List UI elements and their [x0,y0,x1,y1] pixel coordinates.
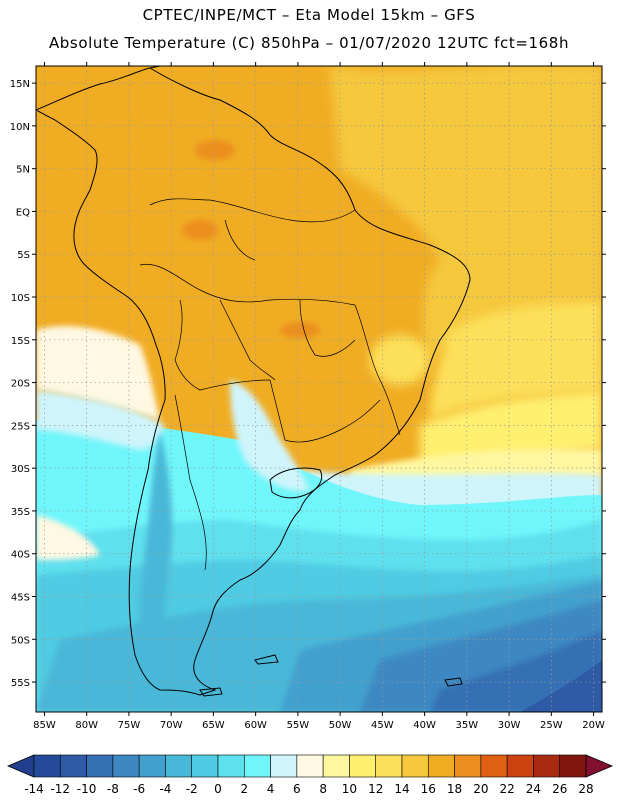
lon-label: 70W [160,720,183,731]
color-scale-bar [6,754,614,778]
lat-label: 5N [16,165,30,176]
map-title-line-2: Absolute Temperature (C) 850hPa – 01/07/… [48,34,570,52]
lat-label: 15N [10,79,30,90]
colorbar-swatch [506,754,534,778]
lat-label: 35S [11,507,30,518]
colorbar-label: 14 [394,782,409,796]
colorbar-label: 4 [267,782,275,796]
lon-label: 65W [202,720,225,731]
country-borders [139,198,401,571]
colorbar-swatch [191,754,219,778]
colorbar-swatch [401,754,429,778]
colorbar-swatch [480,754,508,778]
colorbar-label: 18 [447,782,462,796]
map-title-line-1: CPTEC/INPE/MCT – Eta Model 15km – GFS [142,6,476,24]
lon-label: 80W [75,720,98,731]
colorbar-swatch [217,754,245,778]
colorbar-swatch [86,754,114,778]
color-scale-labels: -14 -12 -10 -8 -6 -4 -2 0 2 4 6 8 10 12 14 16 18 20 22 24 26… [24,782,593,796]
colorbar-swatch [165,754,193,778]
lon-label: 20W [582,720,605,731]
colorbar-label: -12 [50,782,70,796]
colorbar-swatch [112,754,140,778]
colorbar-swatch [296,754,324,778]
colorbar-label: 10 [342,782,357,796]
colorbar-swatch [427,754,455,778]
colorbar-swatch-max [585,754,614,778]
lon-label: 35W [456,720,479,731]
lat-label: 5S [17,250,30,261]
colorbar-label: 16 [421,782,436,796]
lat-label: 10S [11,293,30,304]
colorbar-swatch [454,754,482,778]
colorbar-label: -2 [186,782,198,796]
colorbar-label: 24 [526,782,541,796]
coastline [36,66,471,697]
latitude-labels: 15N 10N 5N EQ 5S 10S 15S 20S 25S 30S 35S 40S 45S 50S 5… [10,79,30,689]
colorbar-label: -4 [159,782,171,796]
colorbar-label: 12 [368,782,383,796]
lat-label: 55S [11,678,30,689]
colorbar-swatch [138,754,166,778]
colorbar-swatch [375,754,403,778]
colorbar-label: -8 [107,782,119,796]
colorbar-label: 6 [293,782,301,796]
lat-label: 30S [11,464,30,475]
lon-label: 50W [329,720,352,731]
lat-label: 45S [11,592,30,603]
colorbar-label: -10 [77,782,97,796]
lon-label: 40W [413,720,436,731]
lat-label: 40S [11,550,30,561]
lon-label: 45W [371,720,394,731]
colorbar-label: -6 [133,782,145,796]
lon-label: 85W [33,720,56,731]
colorbar-swatch [559,754,587,778]
colorbar-swatch [243,754,271,778]
colorbar-label: 20 [473,782,488,796]
axis-ticks [32,62,606,716]
lon-label: 55W [287,720,310,731]
lon-label: 75W [118,720,141,731]
lon-label: 25W [540,720,563,731]
colorbar-swatch [349,754,377,778]
colorbar-label: 8 [319,782,327,796]
lat-label: 15S [11,336,30,347]
colorbar-swatch [59,754,87,778]
lat-label: EQ [16,207,30,218]
colorbar-label: -14 [24,782,44,796]
lat-label: 50S [11,635,30,646]
longitude-labels: 85W 80W 75W 70W 65W 60W 55W 50W 45W 40W 35W 30W 25W 2… [33,720,605,731]
colorbar-swatch [533,754,561,778]
map-frame [35,65,603,713]
colorbar-label: 2 [240,782,248,796]
lat-label: 25S [11,421,30,432]
colorbar-label: 28 [578,782,593,796]
colorbar-swatch [33,754,61,778]
colorbar-label: 26 [552,782,567,796]
lat-label: 10N [10,122,30,133]
lon-label: 30W [498,720,521,731]
colorbar-swatch [270,754,298,778]
temperature-field [36,66,602,712]
lat-label: 20S [11,379,30,390]
colorbar-swatch-min [6,754,35,778]
colorbar-label: 22 [500,782,515,796]
lon-label: 60W [244,720,267,731]
colorbar-label: 0 [214,782,222,796]
colorbar-swatch [322,754,350,778]
